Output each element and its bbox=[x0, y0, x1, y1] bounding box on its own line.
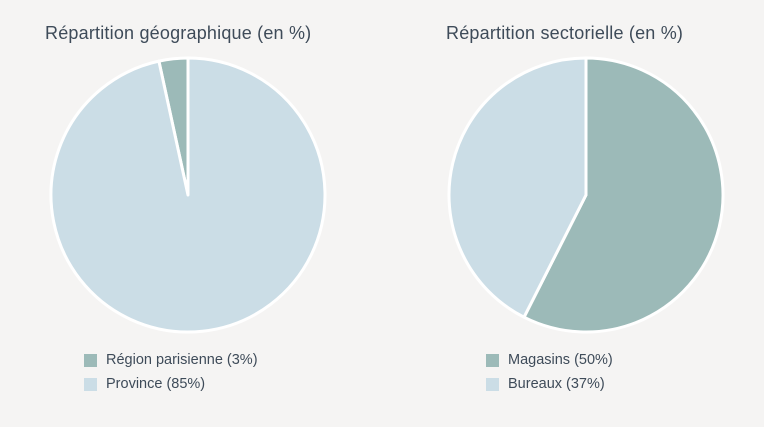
legend-label: Bureaux (37%) bbox=[508, 376, 605, 392]
legend-swatch-icon bbox=[84, 377, 97, 391]
legend-item-bureaux: Bureaux (37%) bbox=[486, 372, 613, 396]
pie-slice-magasins bbox=[522, 56, 725, 334]
legend-swatch-icon bbox=[486, 353, 499, 367]
legend-geographique: Région parisienne (3%) Province (85%) bbox=[84, 348, 258, 396]
legend-label: Province (85%) bbox=[106, 376, 206, 392]
pie-slice-bureaux bbox=[447, 56, 588, 319]
chart-title-sectorielle: Répartition sectorielle (en %) bbox=[446, 23, 684, 43]
legend-swatch-icon bbox=[84, 353, 97, 367]
legend-item-region-parisienne: Région parisienne (3%) bbox=[84, 348, 258, 372]
legend-label: Région parisienne (3%) bbox=[106, 352, 258, 368]
legend-sectorielle: Magasins (50%) Bureaux (37%) bbox=[486, 348, 613, 396]
pie-slice-province bbox=[49, 56, 327, 334]
chart-title-geographique: Répartition géographique (en %) bbox=[45, 23, 312, 43]
pie-chart-sectorielle bbox=[447, 56, 725, 334]
legend-item-province: Province (85%) bbox=[84, 372, 258, 396]
pie-chart-geographique bbox=[49, 56, 327, 334]
legend-label: Magasins (50%) bbox=[508, 352, 613, 368]
legend-item-magasins: Magasins (50%) bbox=[486, 348, 613, 372]
legend-swatch-icon bbox=[486, 377, 499, 391]
